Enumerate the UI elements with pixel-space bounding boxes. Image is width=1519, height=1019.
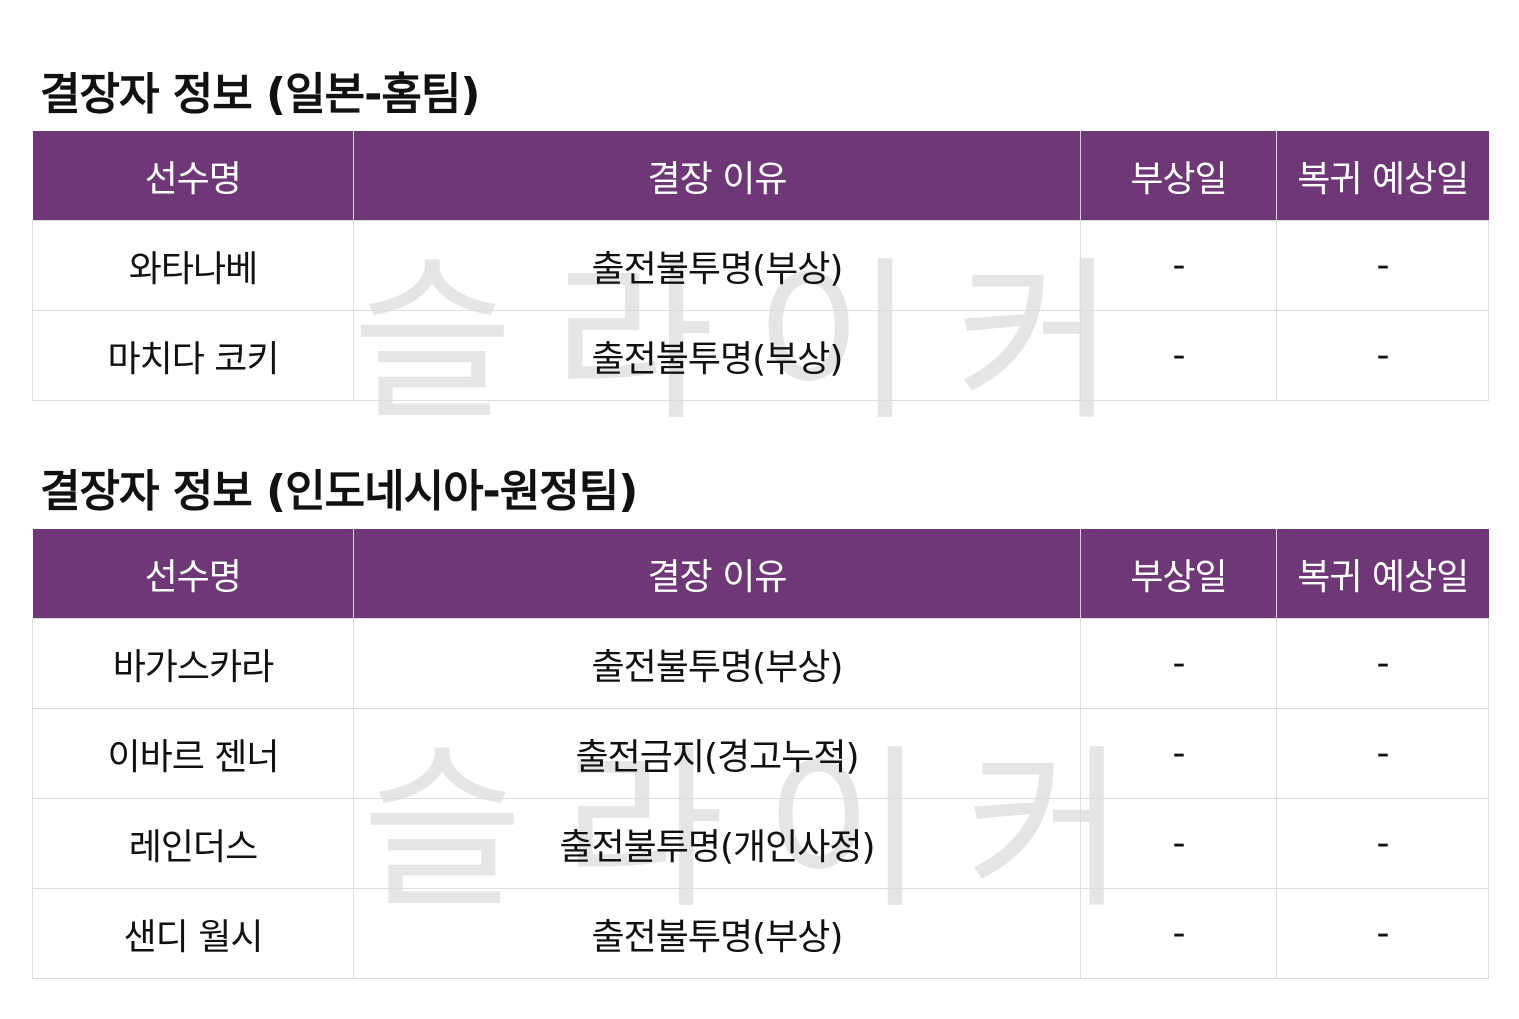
player-name: 마치다 코키 bbox=[32, 310, 354, 401]
player-name: 레인더스 bbox=[32, 798, 354, 889]
home-section-title: 결장자 정보 (일본-홈팀) bbox=[40, 69, 480, 120]
player-name: 와타나베 bbox=[32, 220, 354, 311]
injury-date: - bbox=[1080, 618, 1277, 709]
home-absence-table: 선수명 결장 이유 부상일 복귀 예상일 와타나베 출전불투명(부상) - - … bbox=[32, 131, 1489, 401]
player-name: 샌디 월시 bbox=[32, 888, 354, 979]
column-header-reason: 결장 이유 bbox=[353, 131, 1081, 221]
return-date: - bbox=[1276, 618, 1489, 709]
return-date: - bbox=[1276, 888, 1489, 979]
injury-date: - bbox=[1080, 220, 1277, 311]
table-row: 마치다 코키 출전불투명(부상) - - bbox=[32, 310, 1489, 401]
return-date: - bbox=[1276, 310, 1489, 401]
absence-reason: 출전금지(경고누적) bbox=[353, 708, 1081, 799]
column-header-injury-date: 부상일 bbox=[1080, 131, 1277, 221]
table-row: 와타나베 출전불투명(부상) - - bbox=[32, 220, 1489, 311]
absence-reason: 출전불투명(부상) bbox=[353, 618, 1081, 709]
absence-reason: 출전불투명(부상) bbox=[353, 888, 1081, 979]
home-absence-table-section: 슬라이커 선수명 결장 이유 부상일 복귀 예상일 와타나베 출전불투명(부상)… bbox=[32, 131, 1489, 445]
absence-reason: 출전불투명(개인사정) bbox=[353, 798, 1081, 889]
table-row: 레인더스 출전불투명(개인사정) - - bbox=[32, 798, 1489, 889]
table-row: 이바르 젠너 출전금지(경고누적) - - bbox=[32, 708, 1489, 799]
table-row: 바가스카라 출전불투명(부상) - - bbox=[32, 618, 1489, 709]
return-date: - bbox=[1276, 220, 1489, 311]
injury-date: - bbox=[1080, 310, 1277, 401]
column-header-reason: 결장 이유 bbox=[353, 529, 1081, 619]
column-header-injury-date: 부상일 bbox=[1080, 529, 1277, 619]
player-name: 바가스카라 bbox=[32, 618, 354, 709]
injury-date: - bbox=[1080, 708, 1277, 799]
table-header-row: 선수명 결장 이유 부상일 복귀 예상일 bbox=[32, 131, 1489, 221]
table-row: 샌디 월시 출전불투명(부상) - - bbox=[32, 888, 1489, 979]
return-date: - bbox=[1276, 708, 1489, 799]
return-date: - bbox=[1276, 798, 1489, 889]
player-name: 이바르 젠너 bbox=[32, 708, 354, 799]
table-header-row: 선수명 결장 이유 부상일 복귀 예상일 bbox=[32, 529, 1489, 619]
column-header-player: 선수명 bbox=[32, 131, 354, 221]
column-header-return-date: 복귀 예상일 bbox=[1276, 131, 1489, 221]
away-section-title: 결장자 정보 (인도네시아-원정팀) bbox=[40, 466, 638, 517]
absence-reason: 출전불투명(부상) bbox=[353, 220, 1081, 311]
column-header-return-date: 복귀 예상일 bbox=[1276, 529, 1489, 619]
absence-reason: 출전불투명(부상) bbox=[353, 310, 1081, 401]
injury-date: - bbox=[1080, 798, 1277, 889]
column-header-player: 선수명 bbox=[32, 529, 354, 619]
away-absence-table-section: 슬라이커 선수명 결장 이유 부상일 복귀 예상일 바가스카라 출전불투명(부상… bbox=[32, 529, 1489, 979]
injury-date: - bbox=[1080, 888, 1277, 979]
away-absence-table: 선수명 결장 이유 부상일 복귀 예상일 바가스카라 출전불투명(부상) - -… bbox=[32, 529, 1489, 979]
